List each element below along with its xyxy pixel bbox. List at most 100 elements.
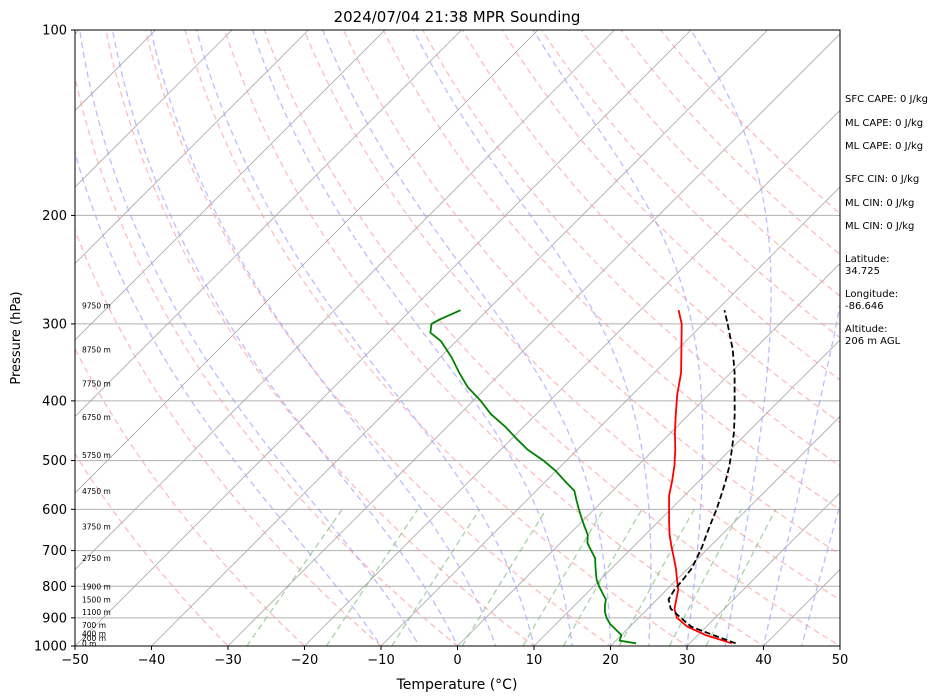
x-axis-ticks: −50 −40 −30 −20 −10 0 10 20 30 40 50 xyxy=(61,646,848,668)
height-label: 7750 m xyxy=(82,380,111,389)
moist-adiabat xyxy=(150,30,497,646)
y-axis-label: Pressure (hPa) xyxy=(9,291,24,384)
stat-ml-cape-2: ML CAPE: 0 J/kg xyxy=(845,141,923,152)
height-label: 4750 m xyxy=(82,487,111,496)
stat-sfc-cape: SFC CAPE: 0 J/kg xyxy=(845,94,928,105)
dry-adiabat xyxy=(461,30,840,424)
isotherm xyxy=(75,30,233,188)
y-tick-label: 600 xyxy=(42,503,67,518)
moist-adiabat xyxy=(801,502,840,646)
mixing-ratio-line xyxy=(391,508,481,646)
height-label: 5750 m xyxy=(82,451,111,460)
y-tick-label: 400 xyxy=(42,394,67,409)
height-label: 1100 m xyxy=(82,608,111,617)
mixing-ratio-line xyxy=(461,508,547,646)
dry-adiabat xyxy=(75,74,459,646)
isotherm xyxy=(75,30,309,265)
stat-ml-cape: ML CAPE: 0 J/kg xyxy=(845,118,923,129)
isotherm xyxy=(457,262,840,646)
moist-adiabat xyxy=(79,30,421,646)
height-label: 1500 m xyxy=(82,595,111,604)
height-labels: 9750 m 8750 m 7750 m 6750 m 5750 m 4750 m 3750… xyxy=(82,301,111,648)
x-tick-label: 20 xyxy=(602,653,619,668)
dry-adiabat xyxy=(144,30,612,646)
x-tick-label: −20 xyxy=(291,653,318,668)
isotherm xyxy=(75,30,462,418)
altitude-label: Altitude: xyxy=(845,324,887,335)
y-tick-label: 100 xyxy=(42,24,67,39)
dry-adiabat xyxy=(540,30,840,339)
y-tick-label: 800 xyxy=(42,580,67,595)
height-label: 9750 m xyxy=(82,301,111,310)
temperature-line xyxy=(668,310,733,645)
mixing-ratio-line xyxy=(246,508,343,646)
dry-adiabat xyxy=(75,228,382,646)
x-tick-label: 10 xyxy=(526,653,543,668)
x-tick-label: 40 xyxy=(755,653,772,668)
longitude-value: -86.646 xyxy=(845,301,884,312)
height-label: 3750 m xyxy=(82,523,111,532)
isotherm xyxy=(304,109,840,646)
stats-panel: SFC CAPE: 0 J/kg ML CAPE: 0 J/kg ML CAPE… xyxy=(845,94,928,347)
mixing-ratio-line xyxy=(522,508,605,646)
y-tick-label: 900 xyxy=(42,611,67,626)
moist-adiabat xyxy=(762,301,840,646)
y-tick-label: 1000 xyxy=(34,640,67,655)
dry-adiabat xyxy=(224,30,765,646)
height-label: 700 m xyxy=(82,621,106,630)
mixing-ratio-line xyxy=(668,509,742,646)
moist-adiabat xyxy=(532,30,704,646)
height-label: 200 m xyxy=(82,634,106,643)
isotherm xyxy=(75,30,539,494)
altitude-value: 206 m AGL xyxy=(845,336,901,347)
x-tick-label: 0 xyxy=(453,653,461,668)
isotherm xyxy=(686,492,840,646)
height-label: 1900 m xyxy=(82,582,111,591)
dewpoint-line xyxy=(429,309,637,645)
moist-adiabat xyxy=(690,30,772,646)
x-tick-label: −30 xyxy=(214,653,241,668)
mixing-ratio-line xyxy=(325,508,419,646)
height-label: 400 m xyxy=(82,630,106,639)
isotherm xyxy=(0,30,3,646)
mixing-ratio-line xyxy=(562,508,643,646)
isotherm xyxy=(227,33,840,646)
y-axis-ticks: 100 200 300 400 500 600 700 800 900 1000 xyxy=(34,24,75,655)
moist-adiabat xyxy=(412,30,652,646)
y-tick-label: 500 xyxy=(42,454,67,469)
moist-adiabat xyxy=(251,30,573,646)
isotherm xyxy=(533,339,840,646)
parcel-profile-line xyxy=(667,310,736,645)
x-tick-label: 30 xyxy=(679,653,696,668)
background-lines xyxy=(0,30,840,646)
moist-adiabat xyxy=(195,30,535,646)
x-tick-label: −10 xyxy=(367,653,394,668)
height-label: 2750 m xyxy=(82,554,111,563)
dry-adiabat xyxy=(303,30,840,601)
y-tick-label: 700 xyxy=(42,544,67,559)
isotherm xyxy=(610,415,840,646)
dry-adiabat xyxy=(75,347,306,646)
sounding-series xyxy=(429,309,736,645)
moist-adiabat xyxy=(322,30,612,646)
plot-frame xyxy=(74,29,841,647)
dry-adiabat xyxy=(501,30,840,381)
x-tick-label: −50 xyxy=(61,653,88,668)
moist-adiabat xyxy=(75,150,382,646)
height-label: 8750 m xyxy=(82,345,111,354)
moist-adiabat xyxy=(111,30,459,646)
x-tick-label: −40 xyxy=(138,653,165,668)
isotherm xyxy=(380,186,840,646)
y-tick-label: 200 xyxy=(42,209,67,224)
isotherm xyxy=(151,30,768,646)
mixing-ratio-line xyxy=(618,508,695,646)
isotherm xyxy=(75,30,386,341)
chart-title: 2024/07/04 21:38 MPR Sounding xyxy=(334,8,581,26)
stat-ml-cin-2: ML CIN: 0 J/kg xyxy=(845,221,914,232)
height-label: 6750 m xyxy=(82,413,111,422)
isotherm xyxy=(75,30,692,646)
x-axis-label: Temperature (°C) xyxy=(396,677,518,693)
y-tick-label: 300 xyxy=(42,317,67,332)
longitude-label: Longitude: xyxy=(845,289,898,300)
